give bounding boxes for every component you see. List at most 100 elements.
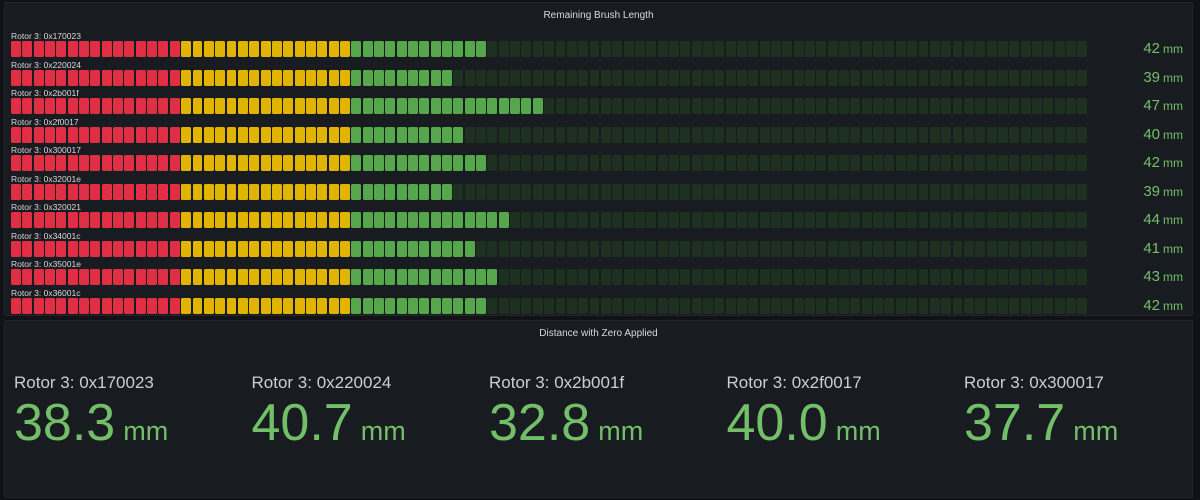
bar-gauge-cell-filled [203,269,214,285]
bar-gauge-cell-empty [646,240,657,257]
bar-gauge-cell-empty [1043,269,1054,285]
bar-gauge-cell-empty [498,183,509,200]
bar-gauge-cell-filled [317,240,328,257]
bar-gauge [11,41,1088,57]
bar-gauge-cell-filled [362,269,373,285]
bar-gauge-cell-filled [408,269,418,285]
bar-gauge-cell-empty [1031,98,1042,114]
bar-gauge-cell-empty [1020,41,1031,57]
bar-gauge-cell-filled [385,98,396,114]
bar-gauge-cell-empty [1031,183,1042,200]
bar-gauge-cell-filled [101,69,112,86]
bar-gauge-cell-filled [11,297,21,314]
bar-gauge-cell-empty [714,297,725,314]
panel-title[interactable]: Remaining Brush Length [543,10,654,21]
bar-gauge-cell-filled [181,41,192,57]
bar-gauge-cell-empty [884,69,895,86]
bar-gauge-cell-filled [362,212,373,228]
bar-gauge-cell-filled [442,41,453,57]
bar-gauge-cell-filled [419,212,430,228]
bar-gauge-cell-empty [600,126,611,143]
bar-gauge-cell-empty [714,155,725,171]
bar-gauge-cell-empty [884,297,895,314]
bar-gauge-cell-empty [1031,41,1042,57]
bar-gauge-cell-empty [907,155,918,171]
bar-gauge-cell-empty [737,212,747,228]
bar-gauge-cell-empty [634,126,645,143]
bar-gauge-cell-filled [351,240,362,257]
bar-gauge-cell-filled [305,297,316,314]
bar-gauge-cell-empty [1043,212,1054,228]
bar-gauge-cell-filled [339,98,350,114]
bar-gauge-cell-empty [907,126,918,143]
bar-gauge-cell-empty [612,183,623,200]
bar-gauge-cell-filled [317,98,328,114]
panel-title[interactable]: Distance with Zero Applied [539,328,658,339]
bar-gauge-cell-empty [1077,183,1088,200]
stat-value: 37.7 mm [964,394,1194,452]
bar-gauge-cell-filled [101,155,112,171]
bar-gauge-cell-empty [918,41,929,57]
bar-gauge-cell-filled [442,240,453,257]
bar-gauge-cell-filled [192,240,203,257]
bar-gauge-cell-filled [487,269,498,285]
bar-gauge-cell-empty [759,183,770,200]
bar-gauge-cell-empty [873,98,884,114]
bar-gauge-cell-filled [464,155,475,171]
bar-gauge-cell-filled [181,155,192,171]
bar-gauge-cell-empty [1043,98,1054,114]
bar-gauge-cell-filled [181,126,192,143]
bar-gauge-row: Rotor 3: 0x170023 42 mm [5,31,1192,59]
bar-gauge-cell-filled [56,126,67,143]
bar-gauge-cell-filled [430,240,441,257]
bar-gauge-cell-empty [929,297,940,314]
bar-gauge-cell-filled [181,183,192,200]
bar-gauge-cell-empty [1009,297,1020,314]
bar-gauge-cell-empty [600,69,611,86]
bar-gauge-cell-empty [759,155,770,171]
bar-gauge-cell-empty [680,41,691,57]
bar-gauge-cell-empty [725,41,736,57]
stat-value-unit: mm [598,416,644,446]
bar-gauge-cell-filled [56,212,67,228]
bar-gauge-cell-filled [249,155,260,171]
bar-gauge-cell-empty [634,183,645,200]
bar-gauge-cell-filled [45,69,55,86]
bar-gauge-cell-empty [476,240,487,257]
bar-gauge-cell-filled [45,297,55,314]
bar-gauge-cell-filled [135,269,146,285]
bar-gauge-cell-empty [623,41,634,57]
bar-gauge-cell-empty [487,126,498,143]
bar-gauge-cell-empty [771,126,781,143]
bar-gauge-cell-empty [895,183,906,200]
bar-gauge-cell-empty [510,297,521,314]
bar-gauge-cell-filled [476,155,487,171]
bar-gauge-cell-filled [249,240,260,257]
bar-gauge-cell-empty [850,69,861,86]
bar-gauge-cell-empty [725,212,736,228]
bar-gauge-cell-filled [45,183,55,200]
bar-gauge-cell-filled [158,269,169,285]
bar-gauge-cell-empty [986,41,997,57]
bar-gauge-cell-filled [374,240,384,257]
bar-gauge-cell-empty [929,98,940,114]
bar-gauge-cell-empty [668,155,679,171]
bar-gauge-cell-filled [33,212,44,228]
bar-gauge-cell-filled [237,98,248,114]
bar-gauge-cell-filled [271,41,282,57]
bar-gauge-cell-empty [532,41,543,57]
bar-gauge-cell-filled [396,183,407,200]
bar-gauge-cell-filled [56,269,67,285]
bar-gauge-cell-empty [714,126,725,143]
bar-gauge-cell-empty [1043,69,1054,86]
bar-gauge-cell-filled [147,41,158,57]
bar-gauge-cell-filled [476,297,487,314]
bar-gauge-cell-empty [646,69,657,86]
bar-gauge-cell-empty [771,297,781,314]
bar-gauge-cell-empty [714,98,725,114]
bar-gauge-cell-filled [169,269,180,285]
bar-gauge-cell-filled [339,240,350,257]
bar-gauge-cell-empty [793,183,804,200]
bar-gauge-cell-filled [237,126,248,143]
bar-gauge [11,98,1088,114]
